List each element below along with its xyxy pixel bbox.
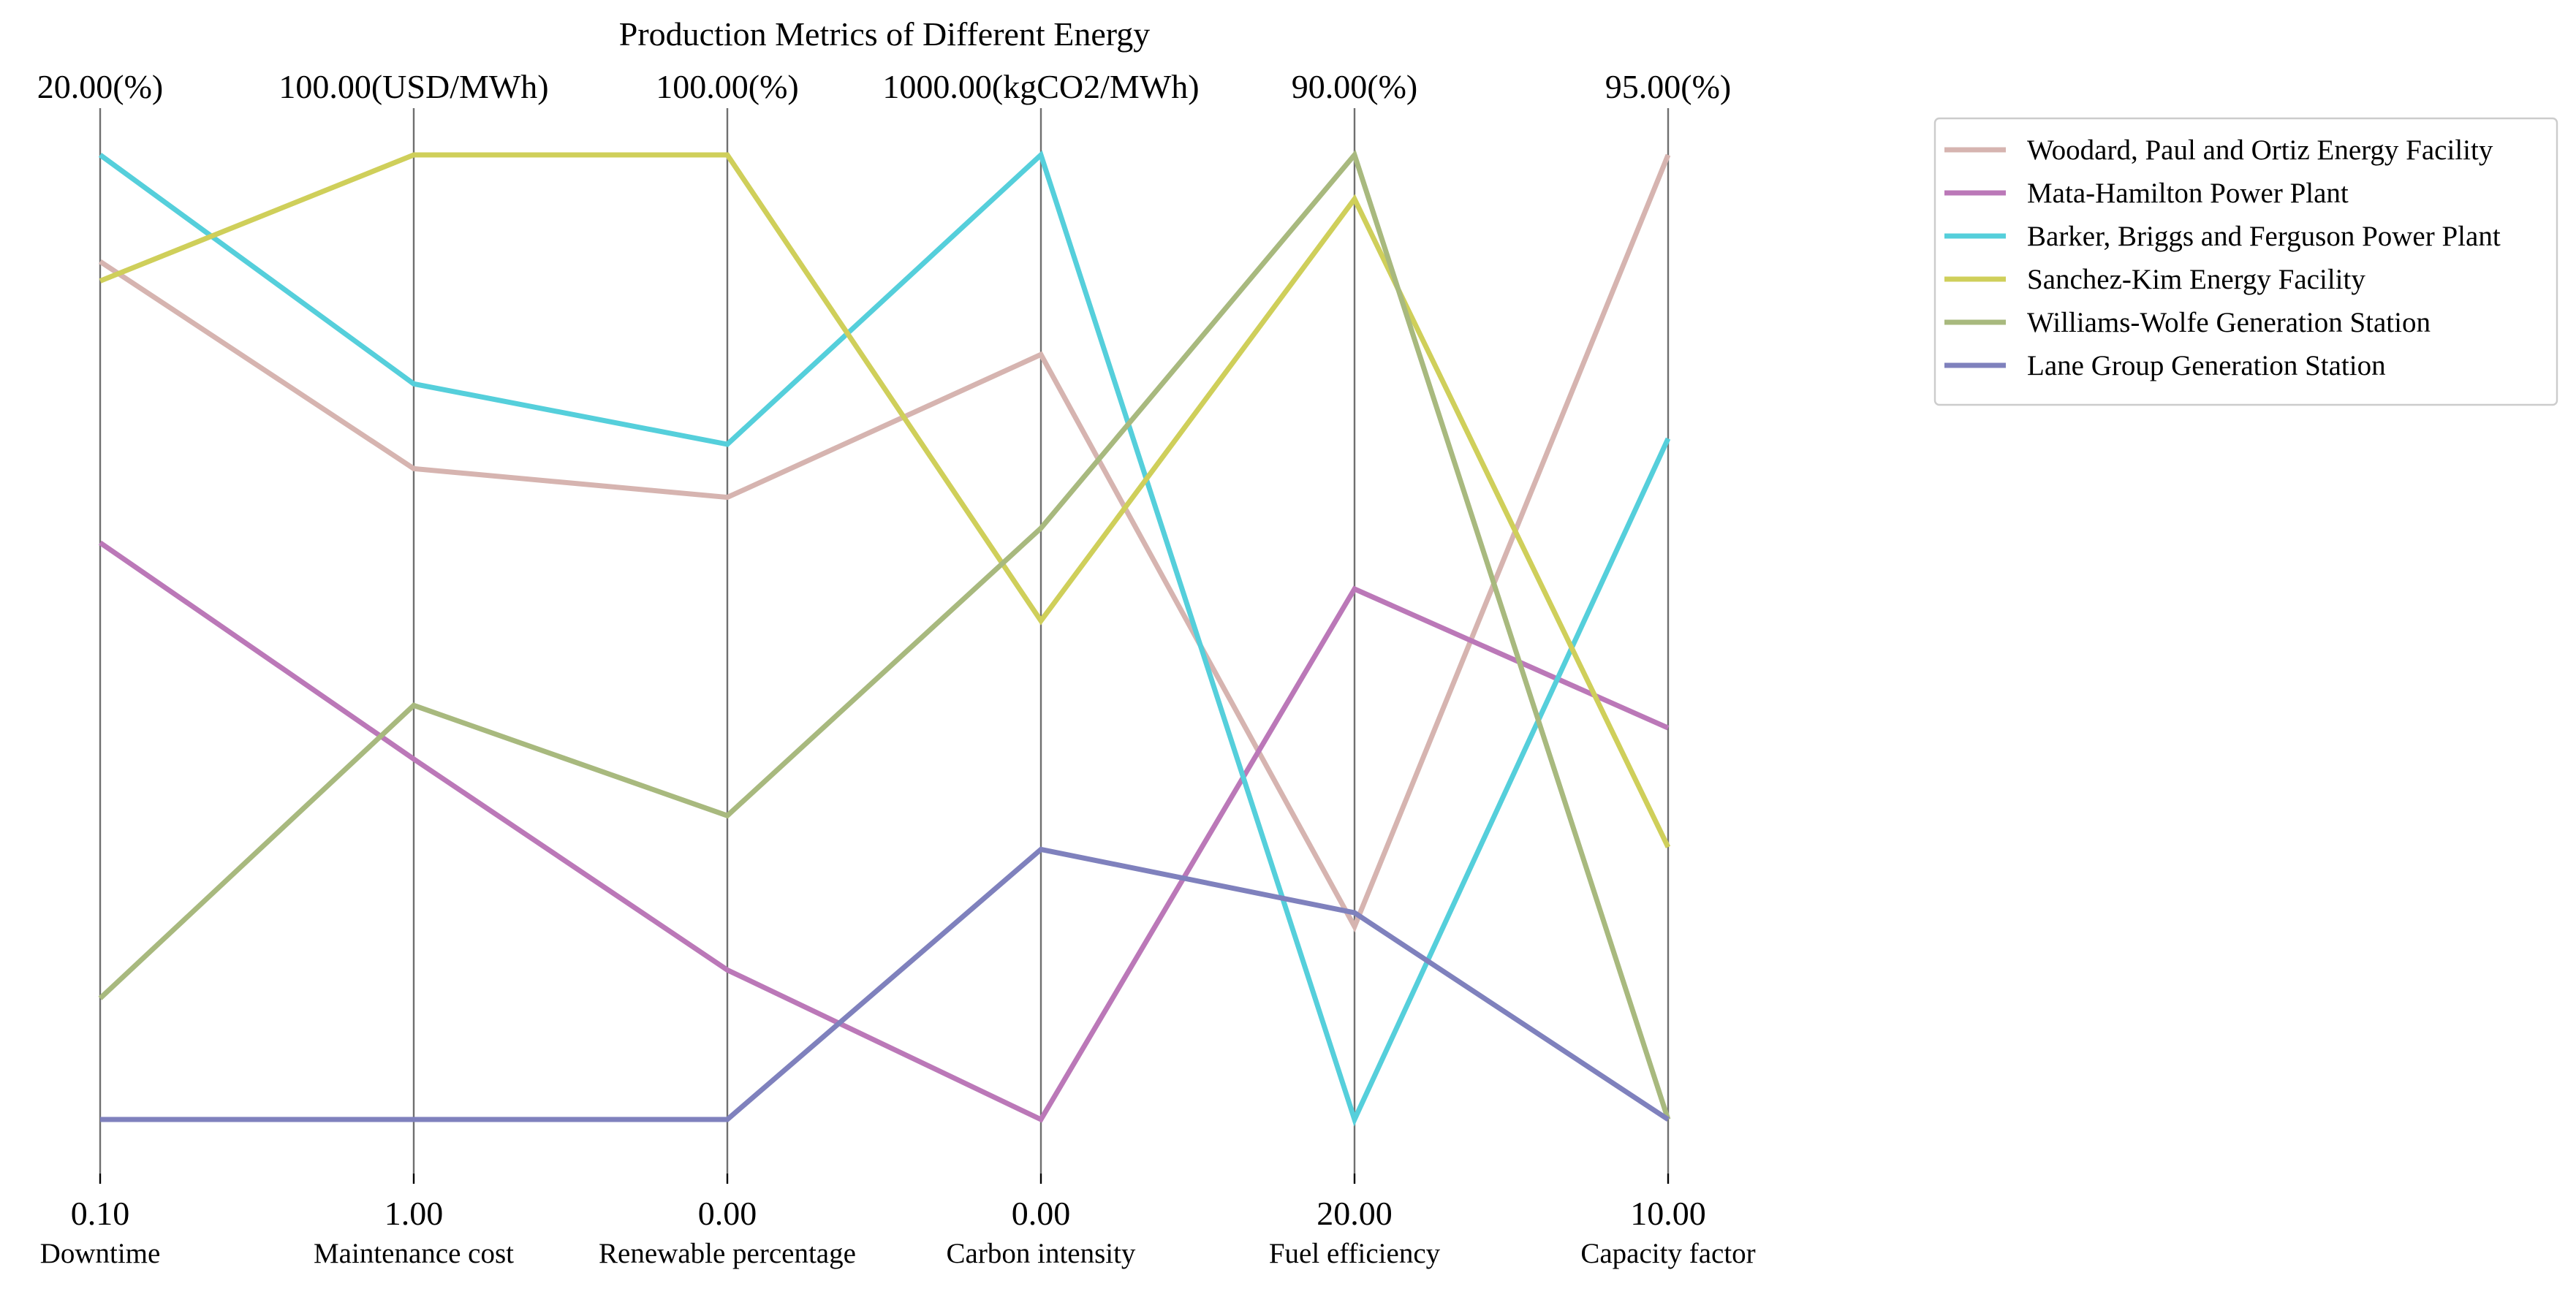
axis-maintenance-cost-min-label: 1.00 bbox=[384, 1195, 444, 1232]
series-line-williams-wolfe-generation-station bbox=[98, 149, 1671, 1121]
axis-renewable-percentage-min-label: 0.00 bbox=[698, 1195, 757, 1232]
axis-capacity-factor-min-label: 10.00 bbox=[1630, 1195, 1706, 1232]
axis-downtime-min-label: 0.10 bbox=[71, 1195, 130, 1232]
axis-downtime-name-label: Downtime bbox=[40, 1238, 161, 1269]
legend-label-mata-hamilton-power-plant: Mata-Hamilton Power Plant bbox=[2027, 178, 2349, 209]
series-line-sanchez-kim-energy-facility bbox=[99, 152, 1671, 848]
series-line-barker-briggs-and-ferguson-power-plant bbox=[98, 150, 1671, 1127]
legend-label-woodard-paul-and-ortiz-energy-facility: Woodard, Paul and Ortiz Energy Facility bbox=[2027, 134, 2493, 166]
series-line-woodard-paul-and-ortiz-energy-facility bbox=[99, 153, 1671, 933]
series-layer bbox=[98, 149, 1671, 1127]
axis-downtime-max-label: 20.00(%) bbox=[37, 68, 163, 105]
legend-label-sanchez-kim-energy-facility: Sanchez-Kim Energy Facility bbox=[2027, 264, 2365, 295]
legend-label-lane-group-generation-station: Lane Group Generation Station bbox=[2027, 350, 2386, 381]
legend-label-williams-wolfe-generation-station: Williams-Wolfe Generation Station bbox=[2027, 307, 2431, 338]
axis-carbon-intensity-min-label: 0.00 bbox=[1012, 1195, 1071, 1232]
legend-label-barker-briggs-and-ferguson-power-plant: Barker, Briggs and Ferguson Power Plant bbox=[2027, 221, 2501, 252]
axis-maintenance-cost-max-label: 100.00(USD/MWh) bbox=[279, 68, 548, 105]
axis-fuel-efficiency-name-label: Fuel efficiency bbox=[1269, 1238, 1441, 1269]
axis-capacity-factor-max-label: 95.00(%) bbox=[1605, 68, 1731, 105]
axis-maintenance-cost-name-label: Maintenance cost bbox=[314, 1238, 514, 1269]
axis-carbon-intensity-name-label: Carbon intensity bbox=[947, 1238, 1136, 1269]
series-line-lane-group-generation-station bbox=[100, 846, 1670, 1122]
axis-fuel-efficiency-min-label: 20.00 bbox=[1317, 1195, 1393, 1232]
axis-renewable-percentage-name-label: Renewable percentage bbox=[599, 1238, 856, 1269]
legend: Woodard, Paul and Ortiz Energy Facility M… bbox=[1933, 117, 2558, 406]
legend-frame bbox=[1933, 117, 2558, 406]
axis-fuel-efficiency-max-label: 90.00(%) bbox=[1292, 68, 1417, 105]
axis-capacity-factor-name-label: Capacity factor bbox=[1580, 1238, 1755, 1269]
axes-layer: 20.00(%) 0.10 Downtime 100.00(USD/MWh) 1.00 M… bbox=[37, 68, 1756, 1269]
axis-renewable-percentage-max-label: 100.00(%) bbox=[656, 68, 798, 105]
series-line-mata-hamilton-power-plant bbox=[99, 540, 1670, 1123]
chart-title: Production Metrics of Different Energy bbox=[619, 15, 1150, 53]
axis-carbon-intensity-max-label: 1000.00(kgCO2/MWh) bbox=[882, 68, 1199, 105]
